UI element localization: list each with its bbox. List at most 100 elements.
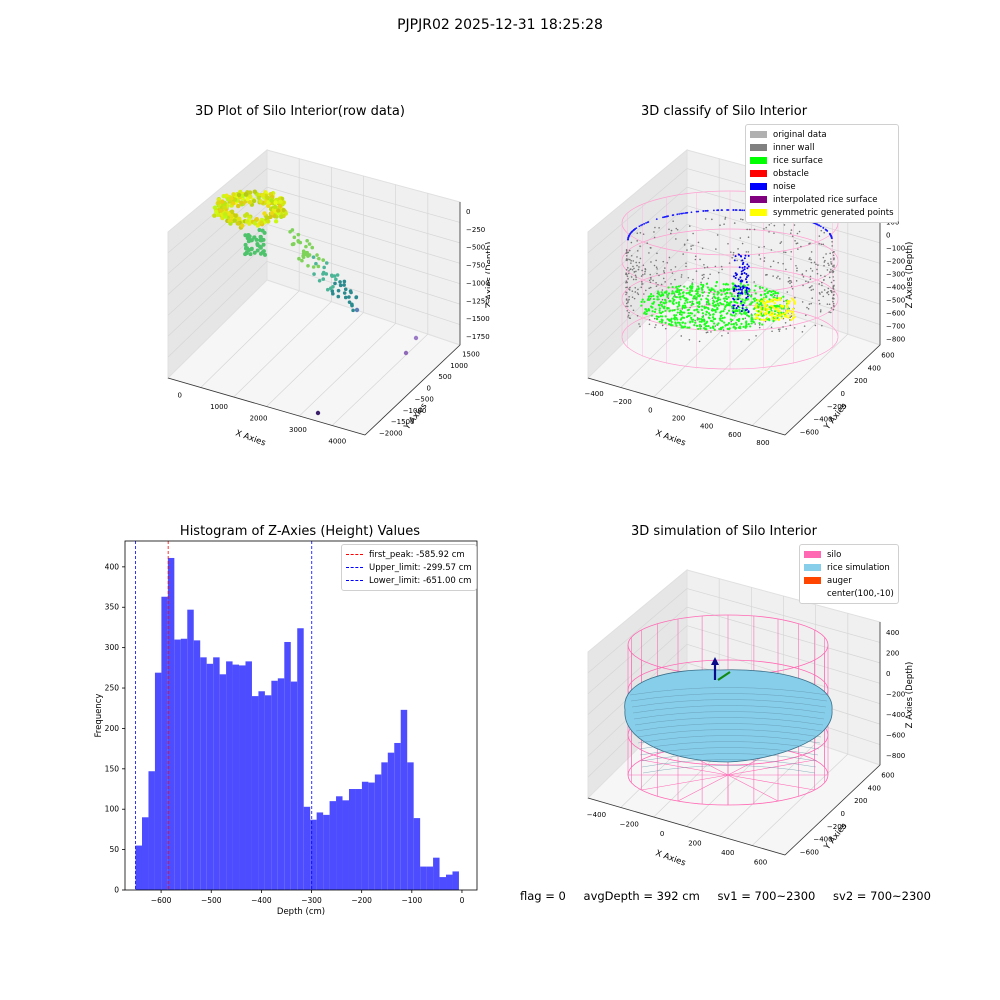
cls-noise-point [734, 276, 737, 279]
cls-rice-point [686, 287, 689, 290]
legend-swatch [750, 183, 767, 190]
cls-rice-point [715, 280, 718, 284]
cls-rice-point [720, 314, 723, 317]
cls-rice-point [726, 323, 729, 326]
cls-rice-point [746, 314, 749, 317]
cls-rice-point [726, 327, 729, 330]
raw-ztick-label: −500 [466, 244, 485, 252]
cls-wall-point [627, 314, 630, 317]
cls-wall-point [663, 271, 666, 274]
cls-rice-point [676, 287, 679, 290]
cls-wall-point [803, 325, 806, 327]
cls-rice-point [660, 321, 664, 324]
histogram-bar [433, 857, 440, 890]
legend-label: rice simulation [827, 562, 890, 573]
cls-wall-point [723, 223, 725, 225]
cls-rice-point [657, 298, 660, 301]
raw-gridline [331, 333, 429, 426]
cls-rice-point [723, 321, 726, 324]
cls-sym-point [768, 307, 771, 311]
cls-wall-point [680, 276, 683, 278]
cls-rice-point [700, 283, 703, 286]
cls-gridline [587, 168, 688, 254]
cls-rice-point [722, 287, 726, 291]
cls-wall-point [784, 321, 787, 324]
raw-point [307, 253, 312, 257]
cls-rice-point [747, 323, 750, 326]
histogram-bar [381, 762, 388, 890]
cls-rice-point [696, 292, 699, 295]
cls-rice-point [713, 322, 716, 325]
raw-point [342, 283, 346, 287]
cls-wall-point [811, 297, 814, 299]
cls-rice-point [647, 297, 650, 300]
cls-noise-point [745, 276, 748, 279]
cls-rice-point [662, 301, 665, 304]
cls-wall-point [830, 291, 833, 294]
legend-label: auger [827, 575, 852, 586]
raw-point [252, 250, 257, 255]
legend-entry: rice simulation [804, 561, 894, 574]
cls-rice-point [640, 300, 643, 303]
cls-wall-point [806, 306, 808, 309]
cls-noise-point [629, 233, 631, 235]
sim-ztick-label: −400 [886, 711, 905, 719]
cls-rice-point [701, 291, 704, 294]
cls-sym-point [764, 311, 767, 314]
cls-rice-point [725, 297, 729, 301]
cls-ytick-label: −600 [800, 429, 819, 437]
cls-wall-point [821, 291, 823, 293]
raw-point [220, 199, 225, 204]
cls-rice-point [758, 303, 761, 306]
cls-rice-point [690, 289, 694, 293]
legend-label: noise [773, 181, 796, 192]
raw-outlier-point [413, 335, 419, 341]
cls-wall-point [823, 261, 826, 263]
sim-mesh-line [633, 711, 825, 720]
cls-wall-point [831, 269, 834, 272]
cls-wall-point [638, 323, 640, 325]
cls-rice-point [729, 318, 732, 321]
cls-wall-point [786, 291, 789, 293]
histogram-bar [394, 742, 401, 890]
cls-wall-point [807, 281, 810, 283]
raw-xtick-label: 2000 [250, 415, 268, 423]
cls-rice-point [687, 312, 690, 315]
cls-rice-point [760, 304, 764, 307]
cls-noise-point [741, 304, 744, 307]
cls-ztick-label: −700 [886, 323, 905, 331]
cls-wall-point [830, 307, 833, 309]
cls-rice-point [685, 298, 688, 301]
cls-sym-point [771, 315, 774, 318]
cls-wall-point [818, 235, 821, 237]
cls-rice-point [647, 308, 650, 312]
sim-mesh-line [630, 693, 828, 702]
raw-point [281, 207, 286, 213]
raw-point [312, 272, 316, 276]
cls-noise-point [741, 279, 744, 282]
raw-point [338, 283, 343, 288]
cls-sym-point [793, 302, 796, 305]
cls-noise-point [638, 225, 641, 228]
cls-sym-point [774, 318, 777, 321]
cls-wall-point [648, 323, 651, 326]
histogram-bar [316, 812, 324, 890]
cls-rice-point [658, 311, 661, 314]
cls-sym-point [780, 305, 783, 308]
cls-wall-point [722, 329, 725, 331]
cls-wall-point [758, 326, 761, 329]
cls-wall-point [640, 275, 643, 277]
histogram-ytick-label: 200 [105, 724, 120, 733]
cls-wall-point [658, 274, 660, 277]
cls-rice-point [713, 290, 716, 293]
cls-rice-point [645, 312, 648, 316]
cls-wall-point [828, 271, 831, 273]
cls-rice-point [697, 305, 700, 308]
cls-wall-point [719, 224, 721, 227]
cls-rice-point [697, 288, 700, 291]
cls-noise-point [747, 265, 750, 268]
cls-rice-point [660, 303, 663, 306]
cls-rice-point [681, 321, 684, 324]
cls-rice-point [674, 322, 677, 325]
cls-wall-point [705, 303, 708, 305]
